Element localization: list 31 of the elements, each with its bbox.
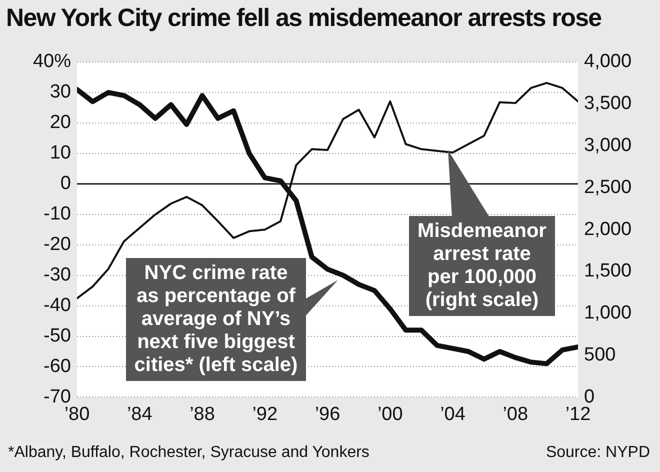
y2-tick-label: 3,500 (584, 93, 632, 114)
y-tick-label: -30 (44, 264, 71, 286)
x-tick-label: ’88 (190, 404, 215, 425)
y-tick-label: 0 (60, 173, 71, 194)
y-tick-label: 20 (50, 112, 71, 134)
y2-tick-label: 500 (584, 344, 616, 366)
y-tick-label: -10 (44, 204, 71, 225)
text: *Albany, Buffalo, Rochester, Syracuse and Yonkers (8, 444, 370, 462)
chart-title: New York City crime fell as misdemeanor arrests rose (6, 4, 602, 33)
x-tick-label: ’96 (314, 404, 340, 425)
y-tick-label: -50 (44, 325, 71, 346)
annotation: Misdemeanor arrest rate per 100,000 (right scale) (409, 216, 555, 316)
y2-tick-label: 1,500 (584, 260, 632, 282)
y-tick-label: -20 (44, 234, 71, 256)
y-tick-label: 40% (32, 51, 72, 72)
y-tick-label: -60 (44, 356, 71, 377)
source-note: Source: NYPD (546, 444, 650, 462)
y2-tick-label: 1,000 (584, 302, 632, 324)
annotation: NYC crime rate as percentage of average of NY’s next five biggest cities* (left scale) (126, 258, 306, 381)
y2-tick-label: 3,000 (584, 135, 632, 156)
y-tick-label: 30 (50, 82, 71, 103)
x-tick-label: ’04 (440, 404, 466, 425)
x-tick-label: ’92 (252, 404, 278, 425)
y-tick-label: -40 (44, 295, 71, 316)
y2-tick-label: 4,000 (584, 51, 632, 72)
y-tick-label: 10 (50, 142, 71, 164)
x-tick-label: ’00 (377, 404, 403, 425)
x-tick-label: ’08 (502, 404, 528, 425)
y2-tick-label: 2,500 (584, 176, 632, 198)
y2-tick-label: 2,000 (584, 218, 632, 240)
x-tick-label: ’84 (126, 404, 153, 425)
